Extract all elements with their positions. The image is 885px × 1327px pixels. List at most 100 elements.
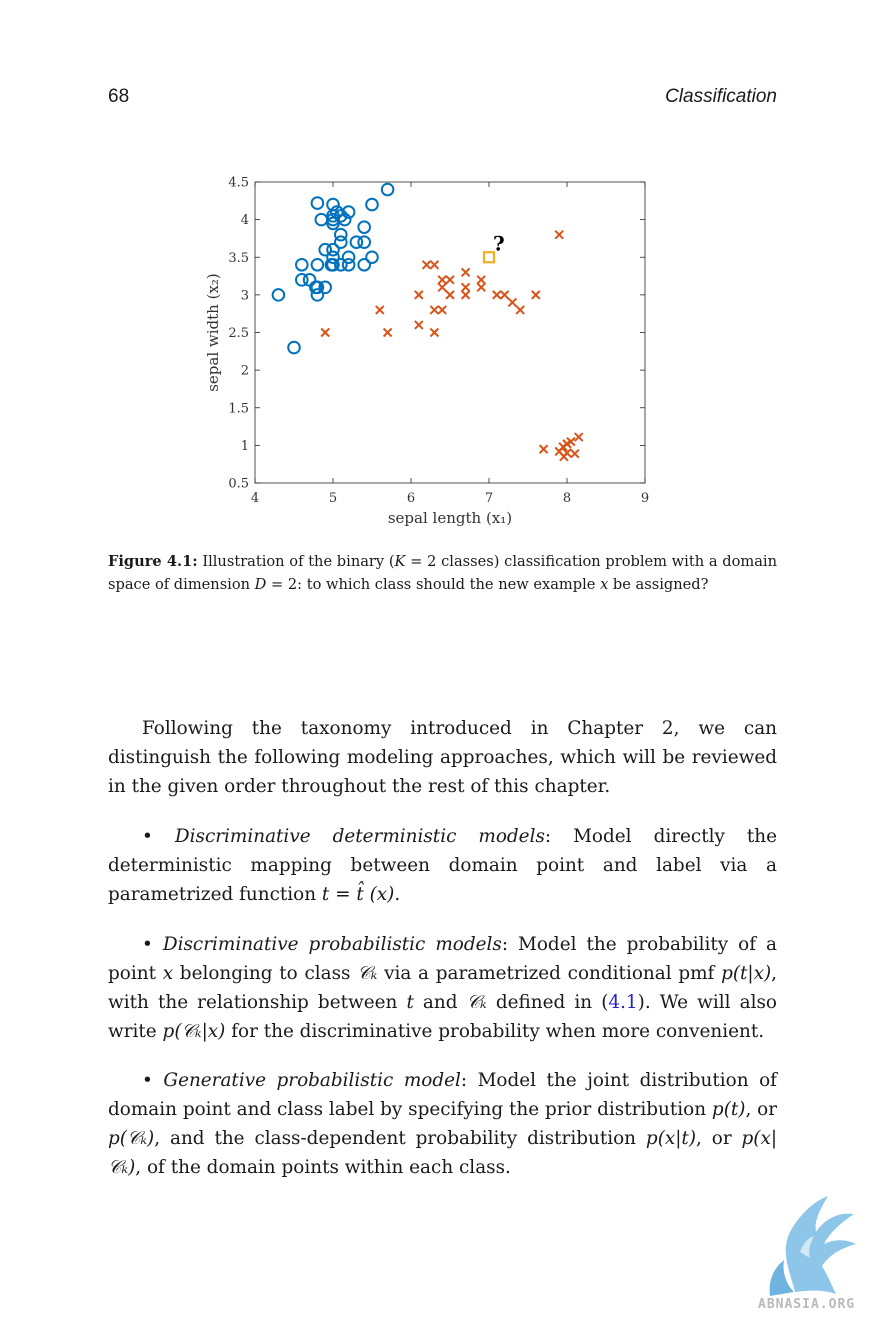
cross-stroke <box>437 305 447 315</box>
circle-point <box>341 250 356 265</box>
intro-paragraph: Following the taxonomy introduced in Cha… <box>108 718 777 797</box>
circle-point <box>334 209 348 223</box>
bullet-text: , and the class-dependent probability di… <box>154 1128 646 1149</box>
caption-math: x <box>600 576 609 593</box>
cross-point <box>570 448 580 459</box>
cross-point <box>320 327 330 338</box>
bullet-text: , with the relationship between <box>108 963 778 1013</box>
griffin-logo-icon <box>769 1196 856 1296</box>
circle-point <box>314 212 329 227</box>
cross-stroke <box>382 327 393 338</box>
cross-point <box>554 229 564 240</box>
circle-point <box>309 280 323 295</box>
x-tick-label: 9 <box>641 491 649 506</box>
cross-stroke <box>531 290 541 300</box>
bullet-text: . <box>394 884 401 905</box>
cross-point <box>559 451 569 462</box>
circle-point <box>287 340 301 355</box>
circle-point <box>341 205 356 219</box>
cross-stroke <box>445 290 455 300</box>
cross-stroke <box>538 444 549 454</box>
bullet-text: , or <box>696 1128 742 1149</box>
cross-stroke <box>499 290 510 300</box>
circle-point <box>310 196 325 210</box>
x-tick-label: 6 <box>407 491 415 506</box>
inline-math: p(x|t) <box>645 1128 697 1149</box>
circle-point <box>341 257 356 272</box>
circle-point <box>380 182 395 197</box>
new-example-point <box>482 251 496 264</box>
page-number: 68 <box>108 86 130 107</box>
inline-math: t <box>406 992 414 1013</box>
cross-point <box>507 297 518 308</box>
cross-point <box>429 260 440 270</box>
cross-point <box>445 275 455 285</box>
circle-point <box>318 280 332 295</box>
inline-math: 𝒞ₖ <box>466 992 487 1013</box>
inline-math: p(x|𝒞ₖ) <box>108 1128 778 1178</box>
y-tick-label: 2.5 <box>228 326 249 341</box>
cross-point <box>375 305 385 315</box>
chart-axes: 4 5 6 7 8 9 0.5 1 1.5 2 2.5 3 3.5 4 4.5 <box>228 176 649 507</box>
circle-point <box>334 235 348 249</box>
bullet-text: and <box>413 992 467 1013</box>
equation-reference-link[interactable]: 4.1 <box>608 992 638 1013</box>
cross-stroke <box>429 305 440 315</box>
scatter-chart: 4 5 6 7 8 9 0.5 1 1.5 2 2.5 3 3.5 4 4.5 ? sepal length… <box>204 176 649 528</box>
plot-frame <box>254 181 646 484</box>
cross-stroke <box>460 282 471 293</box>
bullet-discriminative-deterministic: • Discriminative deterministic models: M… <box>108 826 777 905</box>
cross-point <box>492 290 502 300</box>
inline-math: t = t̂ (x) <box>321 884 395 905</box>
caption-label: Figure 4.1: <box>108 553 198 570</box>
bullet-text: , of the domain points within each class… <box>135 1157 511 1178</box>
bullet-text: defined in ( <box>486 992 609 1013</box>
circle-point <box>295 273 309 287</box>
circle-point <box>349 235 364 249</box>
chart-marks <box>271 182 584 462</box>
inline-math: p(𝒞ₖ|x) <box>162 1021 226 1042</box>
bullet-text: belonging to class <box>173 963 358 984</box>
cross-stroke <box>554 229 564 240</box>
cross-point <box>437 282 447 293</box>
caption-text: be assigned? <box>608 576 709 593</box>
cross-point <box>476 275 486 285</box>
question-mark-label: ? <box>493 231 505 255</box>
y-tick-label: 1.5 <box>228 401 249 416</box>
circle-point <box>334 257 348 272</box>
circle-point <box>365 197 379 212</box>
inline-math: p(t) <box>711 1099 746 1120</box>
inline-math: 𝒞ₖ <box>357 963 378 984</box>
cross-stroke <box>515 305 525 315</box>
caption-text: = 2: to which class should the new examp… <box>266 576 601 593</box>
x-tick-label: 5 <box>329 491 337 506</box>
cross-point <box>414 290 424 300</box>
inline-math: x <box>162 963 174 984</box>
cross-stroke <box>375 305 385 315</box>
caption-math: D <box>254 576 267 593</box>
running-title: Classification <box>665 86 777 107</box>
cross-stroke <box>437 282 447 293</box>
figure-caption: Figure 4.1: Illustration of the binary (… <box>108 550 777 596</box>
cross-point <box>429 327 440 338</box>
cross-point <box>414 320 424 330</box>
cross-point <box>445 290 455 300</box>
x-axis-label: sepal length (x₁) <box>388 509 512 527</box>
cross-stroke <box>421 260 432 270</box>
inline-math: p(t|x) <box>721 963 772 984</box>
cross-stroke <box>414 320 424 330</box>
cross-point <box>437 305 447 315</box>
y-axis-label: sepal width (x₂) <box>204 273 222 392</box>
circle-point <box>337 212 352 227</box>
caption-text: = 2 classes) classification problem with… <box>108 553 777 593</box>
cross-point <box>382 327 393 338</box>
circle-point <box>365 250 379 265</box>
circle-point <box>326 197 340 212</box>
cross-point <box>499 290 510 300</box>
cross-stroke <box>437 275 447 285</box>
cross-stroke <box>445 275 455 285</box>
bullet-text: : Model the joint distribution of domain… <box>108 1070 777 1120</box>
figure-4-1: 4 5 6 7 8 9 0.5 1 1.5 2 2.5 3 3.5 4 4.5 ? sepal length… <box>195 168 665 538</box>
circle-point <box>357 257 371 272</box>
cross-stroke <box>476 282 486 293</box>
